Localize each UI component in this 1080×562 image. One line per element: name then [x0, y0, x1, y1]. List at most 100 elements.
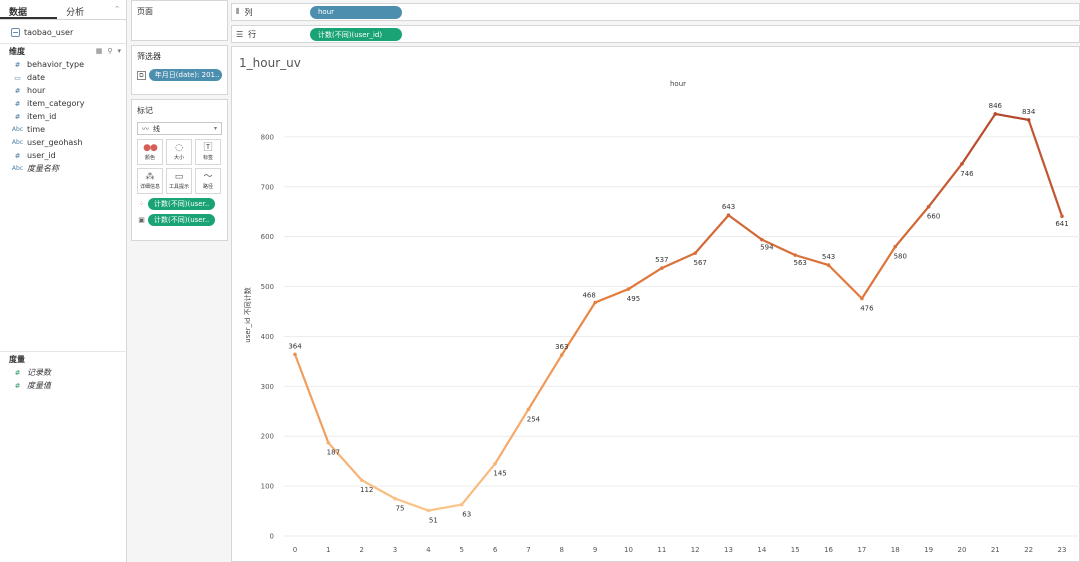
marks-title: 标记 [137, 106, 153, 115]
data-point[interactable] [359, 478, 364, 482]
line-segment [860, 245, 897, 300]
dimension-field[interactable]: # user_id [0, 149, 126, 162]
measure-field-name: 记录数 [27, 368, 51, 377]
columns-shelf-label: ⦀ 列 [232, 7, 310, 18]
line-mark-icon: 〰 [142, 124, 149, 133]
data-point[interactable] [1060, 214, 1064, 219]
data-point[interactable] [793, 253, 798, 257]
dimension-field-name: date [27, 73, 46, 82]
data-point[interactable] [726, 213, 731, 218]
y-tick-label: 0 [270, 533, 274, 541]
data-point[interactable] [826, 263, 831, 267]
datasource-item[interactable]: taobao_user [0, 20, 126, 39]
sheet-title[interactable]: 1_hour_uv [239, 56, 301, 70]
data-point[interactable] [426, 508, 431, 513]
dimension-field[interactable]: ▭ date [0, 71, 126, 84]
tab-data[interactable]: 数据 [0, 0, 58, 19]
data-point[interactable] [760, 237, 764, 242]
data-label: 254 [527, 415, 541, 423]
pane-tabs: 数据 分析 ⌃ [0, 0, 126, 20]
chevron-down-icon: ▾ [213, 125, 217, 132]
mark-pill-label[interactable]: 计数(不同)(user.. [148, 214, 215, 226]
x-tick-label: 20 [957, 546, 966, 554]
y-tick-label: 400 [261, 333, 274, 341]
tab-analysis[interactable]: 分析 [66, 8, 85, 18]
color-button[interactable]: ●● 颜色 [137, 139, 163, 165]
line-segment [894, 205, 930, 248]
measure-field[interactable]: # 度量值 [0, 379, 127, 392]
data-label: 543 [822, 253, 835, 261]
path-button[interactable]: 〜路径 [195, 168, 221, 194]
rows-pill-user-id[interactable]: 计数(不同)(user_id) [310, 27, 402, 41]
data-point[interactable] [459, 502, 464, 507]
dimension-field[interactable]: Abc time [0, 123, 126, 136]
dimension-field[interactable]: # hour [0, 84, 126, 97]
data-point[interactable] [526, 407, 531, 412]
data-point[interactable] [293, 352, 297, 357]
data-point[interactable] [893, 244, 898, 249]
mark-pill-color[interactable]: 计数(不同)(user.. [148, 198, 215, 210]
data-point[interactable] [493, 461, 497, 466]
line-segment [327, 441, 363, 482]
number-type-icon: # [14, 112, 21, 121]
filter-pill-date[interactable]: 年月日(date): 201.. [148, 69, 222, 81]
data-point[interactable] [626, 287, 631, 291]
data-label: 63 [462, 511, 471, 519]
data-point[interactable] [960, 162, 964, 166]
y-axis-ticks: 0 100 200 300 400 500 600 700 800 [261, 133, 274, 540]
size-button[interactable]: ◌ 大小 [166, 139, 192, 165]
number-type-icon: # [14, 151, 21, 160]
data-label: 495 [627, 295, 640, 303]
dimension-field[interactable]: Abc user_geohash [0, 136, 126, 149]
filters-card[interactable]: 筛选器 ⧉ 年月日(date): 201.. [131, 45, 228, 95]
columns-pill-hour[interactable]: hour [310, 5, 402, 19]
rows-shelf[interactable]: ☰ 行 计数(不同)(user_id) [231, 25, 1080, 43]
label-icon: ▣ [138, 216, 145, 224]
dropdown-icon[interactable]: ▾ [117, 47, 121, 55]
filter-checkbox-icon[interactable]: ⧉ [137, 70, 146, 80]
dimension-field-name: hour [27, 86, 46, 95]
dimension-field-name: item_category [27, 99, 85, 108]
search-icon[interactable]: ⚲ [107, 47, 113, 55]
data-label: 468 [582, 292, 595, 300]
dimension-field[interactable]: # item_id [0, 110, 126, 123]
detail-button[interactable]: ⁂ 详细信息 [137, 168, 163, 194]
dimension-field[interactable]: Abc 度量名称 [0, 162, 126, 175]
label-button-label: 标签 [202, 155, 213, 161]
mark-type-select[interactable]: 〰 线 ▾ [137, 122, 222, 135]
data-point[interactable] [1026, 118, 1031, 122]
x-tick-label: 22 [1024, 546, 1033, 554]
data-label: 145 [493, 470, 506, 478]
tooltip-button[interactable]: ▭ 工具提示 [166, 168, 192, 194]
data-label: 537 [655, 256, 668, 264]
data-point[interactable] [993, 112, 998, 116]
x-tick-label: 6 [493, 546, 498, 554]
data-point[interactable] [393, 496, 397, 501]
grid-view-icon[interactable]: ▦ [95, 47, 103, 55]
pages-title: 页面 [137, 7, 153, 16]
rows-shelf-label: ☰ 行 [232, 29, 310, 40]
data-point[interactable] [926, 204, 931, 209]
dimension-field[interactable]: # behavior_type [0, 58, 126, 71]
data-point[interactable] [559, 353, 564, 357]
chevron-icon[interactable]: ⌃ [114, 5, 120, 13]
measure-field[interactable]: # 记录数 [0, 366, 127, 379]
label-button[interactable]: 🅃 标签 [195, 139, 221, 165]
mark-pill-label-row: ▣ 计数(不同)(user.. [137, 214, 222, 226]
columns-label-text: 列 [244, 7, 253, 17]
pages-card[interactable]: 页面 [131, 0, 228, 41]
number-type-icon: # [14, 381, 21, 390]
data-label: 563 [794, 259, 807, 267]
y-tick-label: 600 [261, 233, 274, 241]
number-type-icon: # [14, 368, 21, 377]
data-point[interactable] [660, 266, 664, 270]
data-point[interactable] [326, 440, 331, 445]
data-point[interactable] [693, 251, 697, 255]
dimension-field[interactable]: # item_category [0, 97, 126, 110]
marks-buttons: ●● 颜色 ◌ 大小 🅃 标签 ⁂ 详细信息 ▭ 工具提示 〜路径 [137, 139, 222, 194]
y-tick-label: 300 [261, 383, 274, 391]
columns-shelf[interactable]: ⦀ 列 hour [231, 3, 1080, 21]
data-point[interactable] [860, 296, 864, 301]
x-tick-label: 9 [593, 546, 597, 554]
data-point[interactable] [593, 300, 597, 305]
